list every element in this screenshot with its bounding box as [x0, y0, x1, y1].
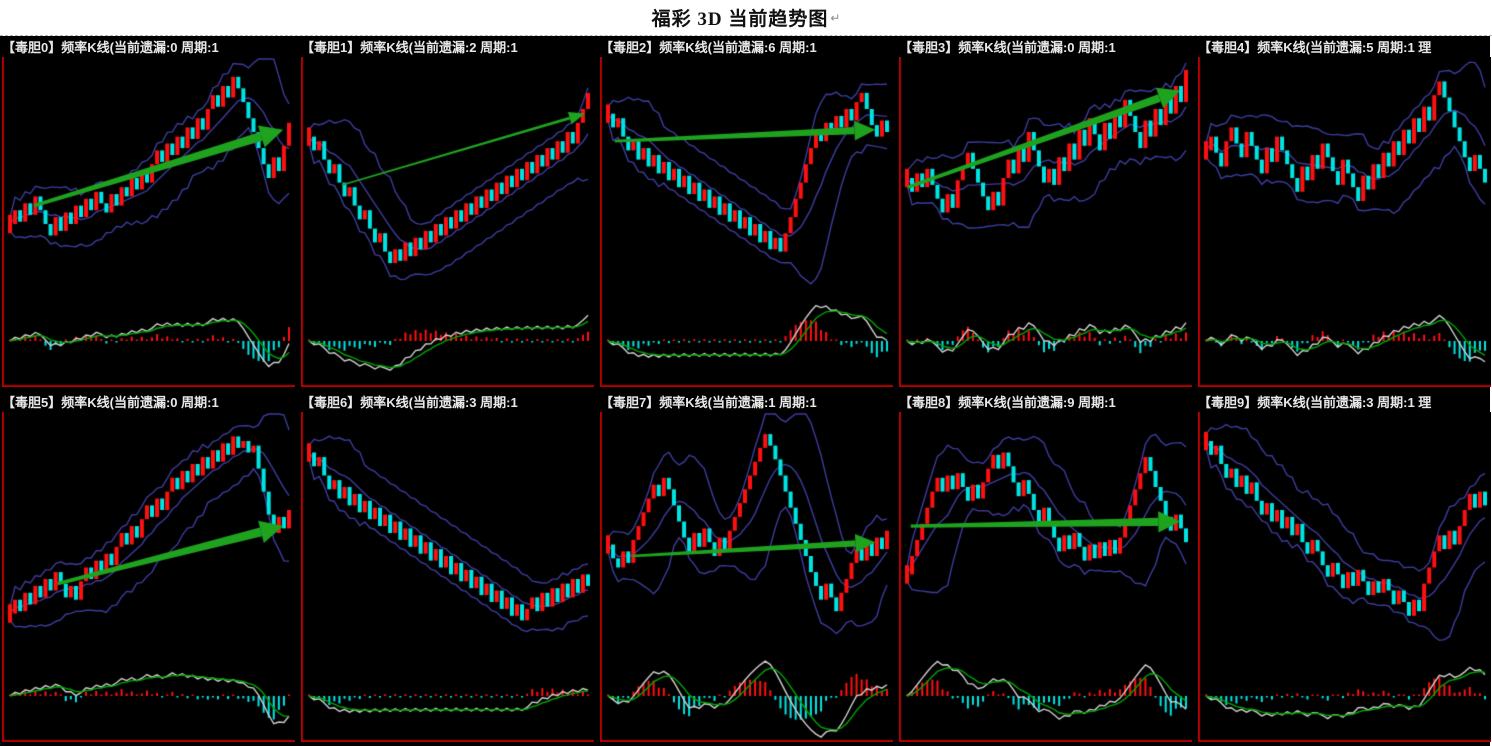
chart-panel-毒胆7: 【毒胆7】频率K线(当前遗漏:1 周期:1	[600, 394, 893, 742]
panel-header-毒胆5: 【毒胆5】频率K线(当前遗漏:0 周期:1	[2, 395, 219, 410]
kline-chart-canvas-毒胆5	[2, 412, 295, 742]
kline-chart-canvas-毒胆4	[1198, 57, 1491, 387]
chart-panel-毒胆3: 【毒胆3】频率K线(当前遗漏:0 周期:1	[899, 39, 1192, 387]
panel-header-毒胆2: 【毒胆2】频率K线(当前遗漏:6 周期:1	[600, 40, 817, 55]
chart-panel-毒胆5: 【毒胆5】频率K线(当前遗漏:0 周期:1	[2, 394, 295, 742]
kline-chart-canvas-毒胆8	[899, 412, 1192, 742]
kline-chart-canvas-毒胆3	[899, 57, 1192, 387]
chart-panel-毒胆0: 【毒胆0】频率K线(当前遗漏:0 周期:1	[2, 39, 295, 387]
panel-header-毒胆8: 【毒胆8】频率K线(当前遗漏:9 周期:1	[899, 395, 1116, 410]
chart-panel-毒胆6: 【毒胆6】频率K线(当前遗漏:3 周期:1	[301, 394, 594, 742]
chart-grid: 【毒胆0】频率K线(当前遗漏:0 周期:1 【毒胆1】频率K线(当前遗漏:2 周期…	[2, 39, 1491, 742]
panel-header-毒胆3: 【毒胆3】频率K线(当前遗漏:0 周期:1	[899, 40, 1116, 55]
kline-chart-canvas-毒胆1	[301, 57, 594, 387]
panel-header-毒胆0: 【毒胆0】频率K线(当前遗漏:0 周期:1	[2, 40, 219, 55]
chart-panel-毒胆1: 【毒胆1】频率K线(当前遗漏:2 周期:1	[301, 39, 594, 387]
panel-header-毒胆6: 【毒胆6】频率K线(当前遗漏:3 周期:1	[301, 395, 518, 410]
chart-panel-毒胆8: 【毒胆8】频率K线(当前遗漏:9 周期:1	[899, 394, 1192, 742]
chart-board: 【毒胆0】频率K线(当前遗漏:0 周期:1 【毒胆1】频率K线(当前遗漏:2 周期…	[0, 36, 1491, 746]
panel-header-毒胆9: 【毒胆9】频率K线(当前遗漏:3 周期:1 理	[1198, 395, 1432, 410]
chart-panel-毒胆9: 【毒胆9】频率K线(当前遗漏:3 周期:1 理	[1198, 394, 1491, 742]
chart-panel-毒胆2: 【毒胆2】频率K线(当前遗漏:6 周期:1	[600, 39, 893, 387]
paragraph-return-mark: ↵	[830, 10, 841, 25]
kline-chart-canvas-毒胆2	[600, 57, 893, 387]
chart-panel-毒胆4: 【毒胆4】频率K线(当前遗漏:5 周期:1 理	[1198, 39, 1491, 387]
kline-chart-canvas-毒胆0	[2, 57, 295, 387]
kline-chart-canvas-毒胆7	[600, 412, 893, 742]
panel-header-毒胆7: 【毒胆7】频率K线(当前遗漏:1 周期:1	[600, 395, 817, 410]
page-title: 福彩 3D 当前趋势图	[651, 9, 829, 30]
kline-chart-canvas-毒胆6	[301, 412, 594, 742]
document-title-bar: 福彩 3D 当前趋势图 ↵	[0, 0, 1492, 36]
panel-header-毒胆1: 【毒胆1】频率K线(当前遗漏:2 周期:1	[301, 40, 518, 55]
panel-header-毒胆4: 【毒胆4】频率K线(当前遗漏:5 周期:1 理	[1198, 40, 1432, 55]
kline-chart-canvas-毒胆9	[1198, 412, 1491, 742]
